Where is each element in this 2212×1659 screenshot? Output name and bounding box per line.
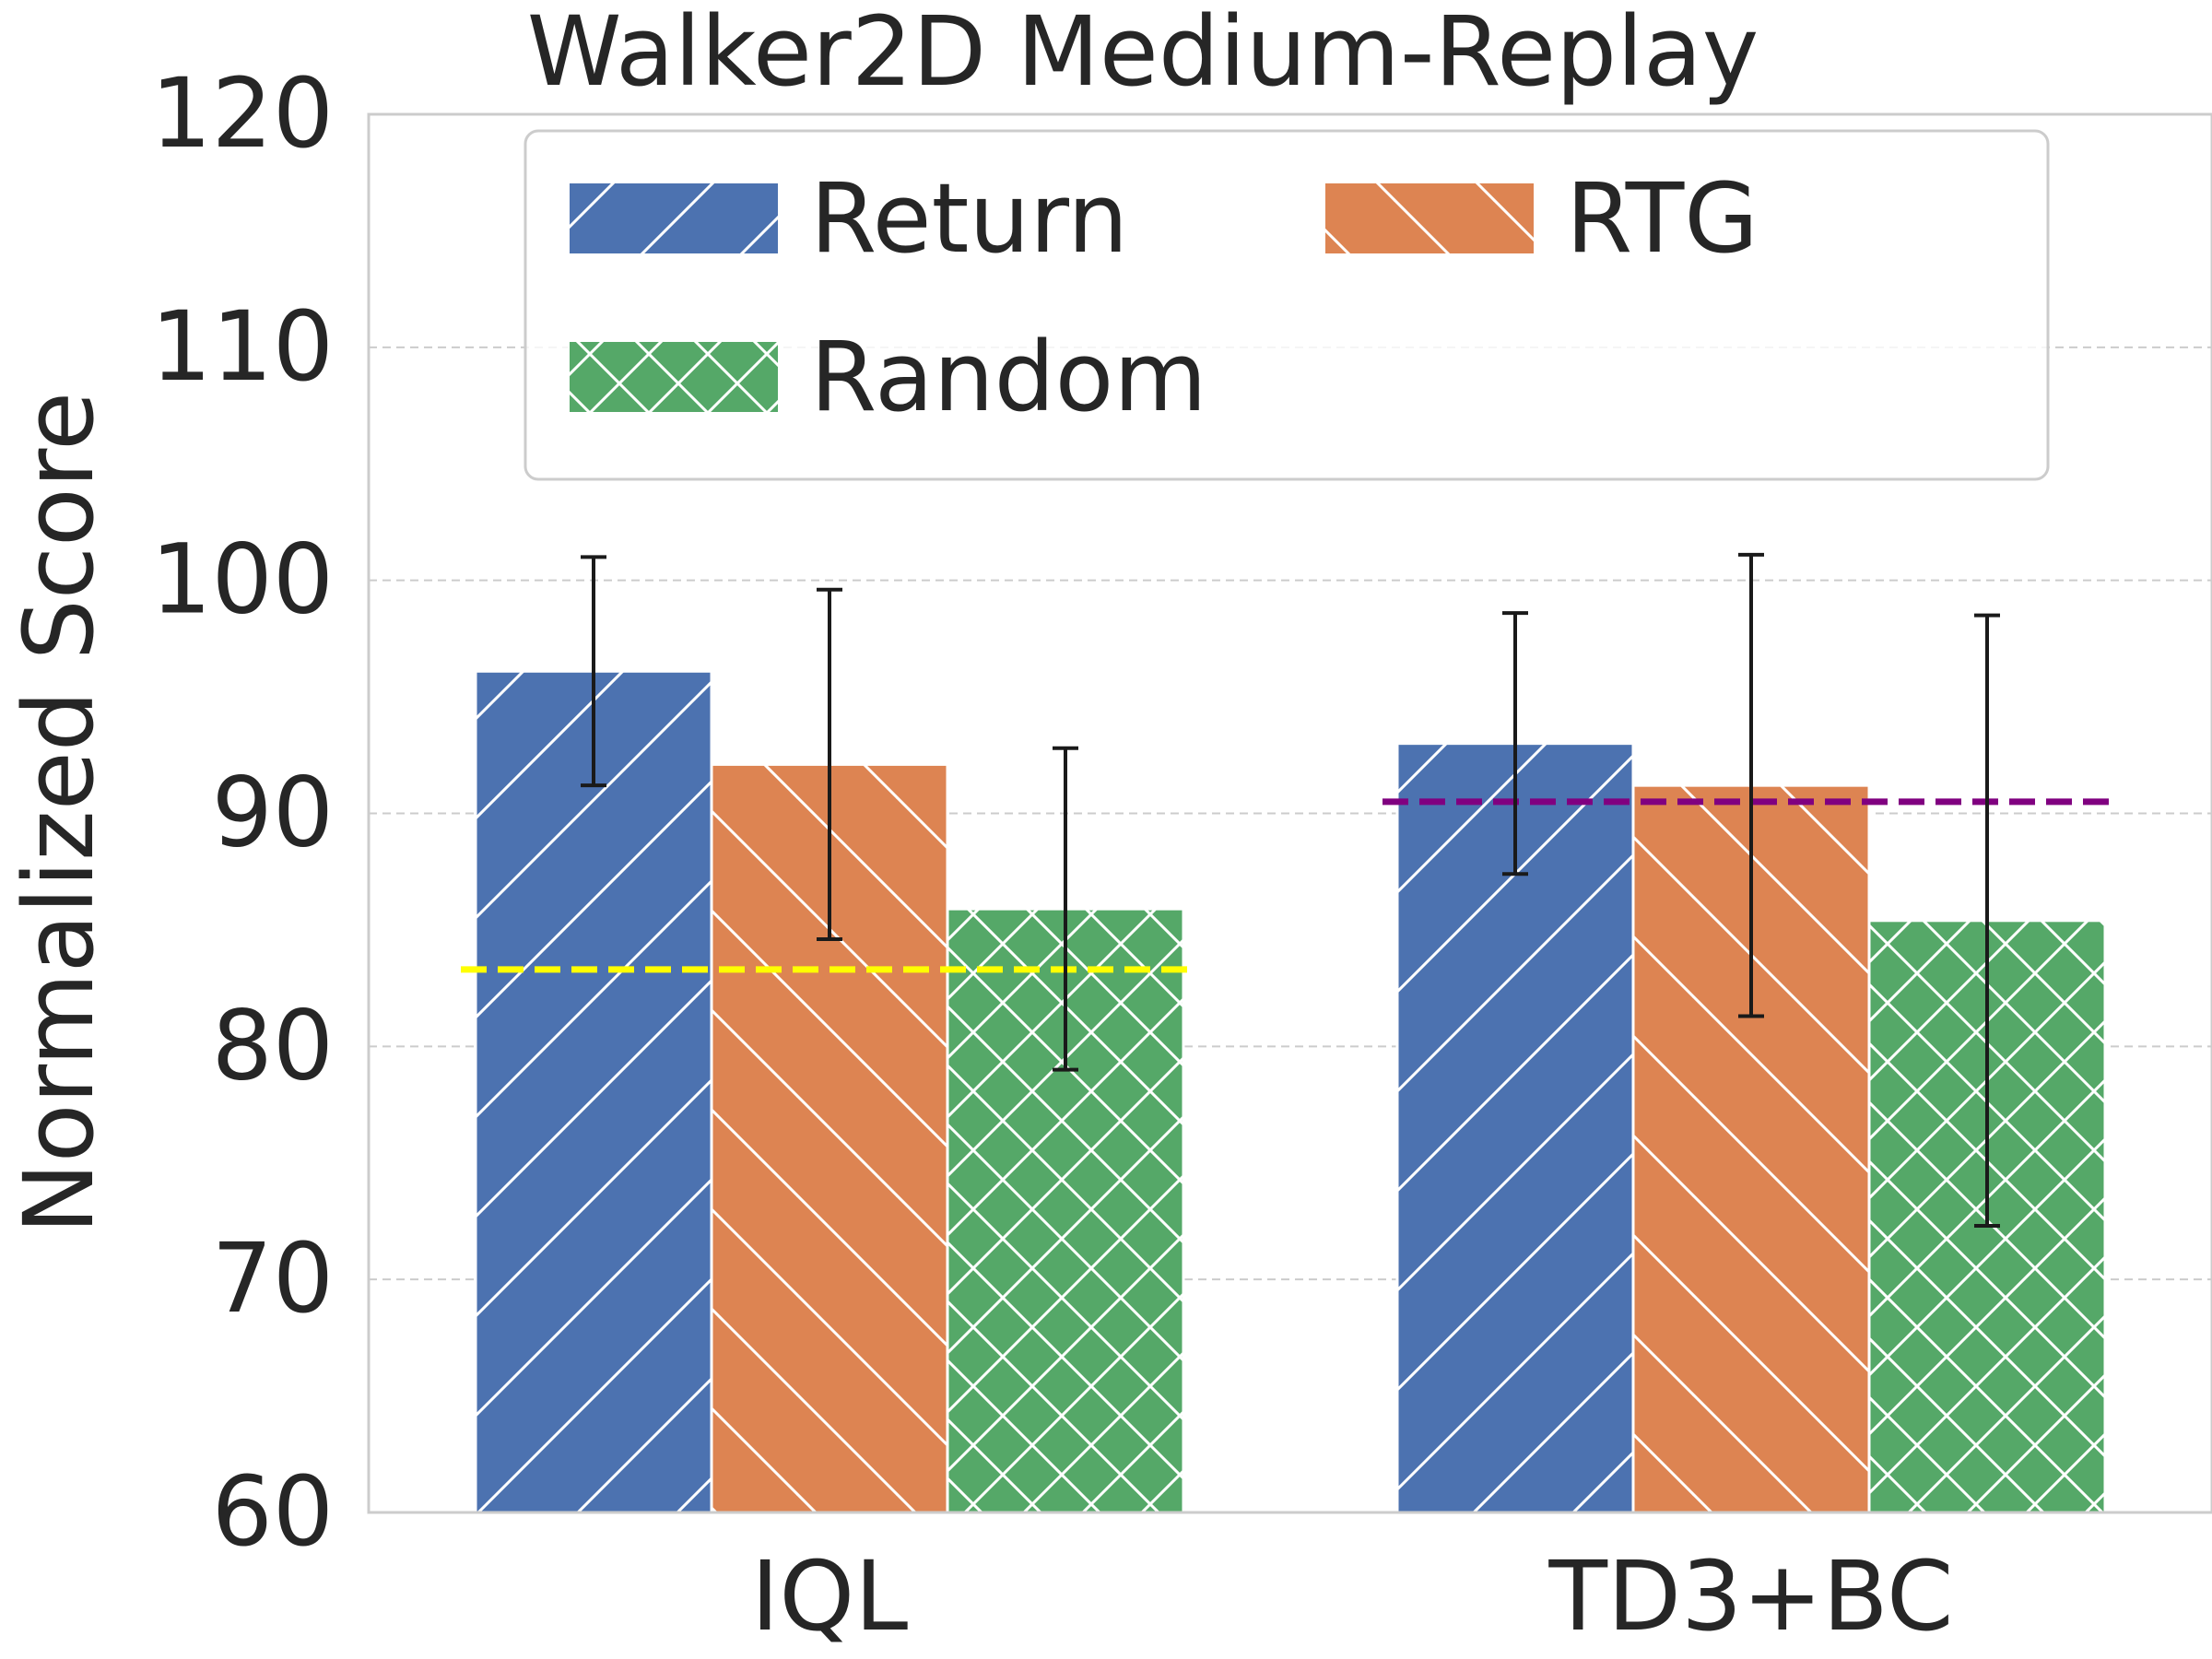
legend-label-random: Random (810, 321, 1207, 433)
legend-label-return: Return (810, 162, 1128, 275)
error-bar-rtg-td3-bc (1738, 552, 1764, 1018)
error-bar-random-iql (1053, 746, 1078, 1072)
error-bar-rtg-iql (817, 587, 842, 942)
legend-item-rtg: RTG (1324, 162, 1759, 275)
x-tick-label-td3-bc: TD3+BC (1547, 1540, 1953, 1653)
legend-swatch-hatch (1324, 182, 1535, 255)
error-bar-return-iql (581, 555, 606, 788)
bar-return-iql-hatch (474, 669, 713, 1514)
legend-label-rtg: RTG (1566, 162, 1759, 275)
legend-box (524, 129, 2050, 481)
bars (474, 669, 2107, 1514)
x-tick-label-iql: IQL (751, 1540, 909, 1653)
error-bar-random-td3-bc (1974, 613, 2000, 1229)
y-tick-labels: 60 70 80 90 100 110 120 (150, 57, 334, 1568)
legend-items: Return RTG Random (568, 162, 1759, 433)
chart-title: Walker2D Medium-Replay (527, 0, 1759, 108)
legend-swatch-hatch (568, 182, 780, 255)
x-tick-labels: IQL TD3+BC (751, 1540, 1954, 1653)
legend: Return RTG Random (524, 129, 2050, 481)
plot-frame (367, 112, 2212, 1514)
y-tick-label: 110 (150, 290, 334, 403)
legend-swatch-hatch (568, 340, 780, 414)
y-tick-label: 80 (212, 989, 334, 1101)
y-axis-label: Normalized Score (3, 392, 115, 1234)
y-tick-label: 100 (150, 524, 334, 636)
y-tick-label: 70 (212, 1222, 334, 1335)
error-bars (581, 552, 2000, 1229)
error-bar-return-td3-bc (1502, 611, 1528, 877)
legend-item-return: Return (568, 162, 1128, 275)
y-tick-label: 120 (150, 57, 334, 170)
y-tick-label: 90 (212, 757, 334, 869)
legend-item-random: Random (568, 321, 1207, 433)
y-tick-label: 60 (212, 1455, 334, 1568)
